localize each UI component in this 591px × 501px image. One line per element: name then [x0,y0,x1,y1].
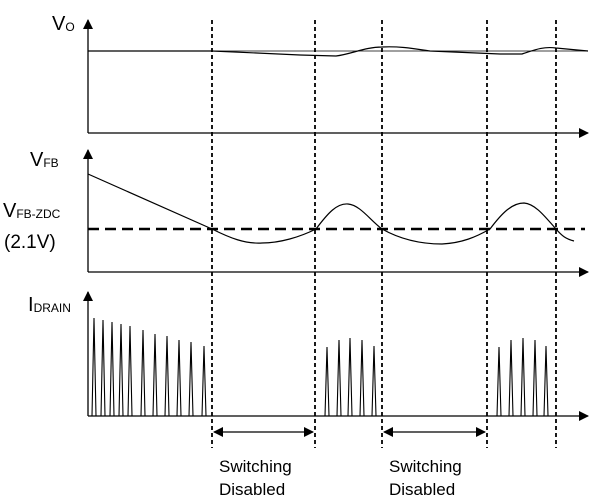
drain-spike [347,337,353,417]
drain-spike [520,337,526,417]
vfb-waveform [87,173,575,245]
drain-spike [152,333,158,417]
drain-spike [359,339,365,417]
drain-spike [140,329,146,417]
vo-panel: VO [52,13,589,138]
vfb-zdc-label: VFB-ZDC [3,200,61,222]
interval-1-caption-line2: Disabled [219,480,285,499]
idrain-label: IDRAIN [28,294,71,316]
interval-1: Switching Disabled [213,427,314,499]
vo-label: VO [52,13,75,35]
drain-spikes-burst-3 [496,337,549,417]
drain-spike [164,335,170,417]
drain-spike [543,345,549,417]
drain-spike [91,317,97,417]
drain-spike [127,325,133,417]
drain-spike [176,339,182,417]
drain-spikes-burst-2 [324,337,377,417]
vo-waveform [88,46,589,57]
vfb-panel: VFB VFB-ZDC (2.1V) [3,149,589,277]
idrain-panel: IDRAIN [28,291,589,421]
drain-spike [118,323,124,417]
drain-spike [188,341,194,417]
drain-spike [508,339,514,417]
interval-2-caption-line1: Switching [389,457,462,476]
vfb-label: VFB [30,149,59,171]
drain-spike [201,345,207,417]
vfb-zdc-value: (2.1V) [4,232,56,253]
drain-spike [324,346,330,417]
interval-2-caption-line2: Disabled [389,480,455,499]
interval-2: Switching Disabled [383,427,486,499]
drain-spike [496,346,502,417]
drain-spike [109,321,115,417]
drain-spike [532,339,538,417]
time-markers [211,20,557,448]
drain-spike [371,345,377,417]
drain-spike [336,339,342,417]
drain-spike [100,319,106,417]
drain-spikes-burst-1 [91,317,207,417]
interval-1-caption-line1: Switching [219,457,292,476]
